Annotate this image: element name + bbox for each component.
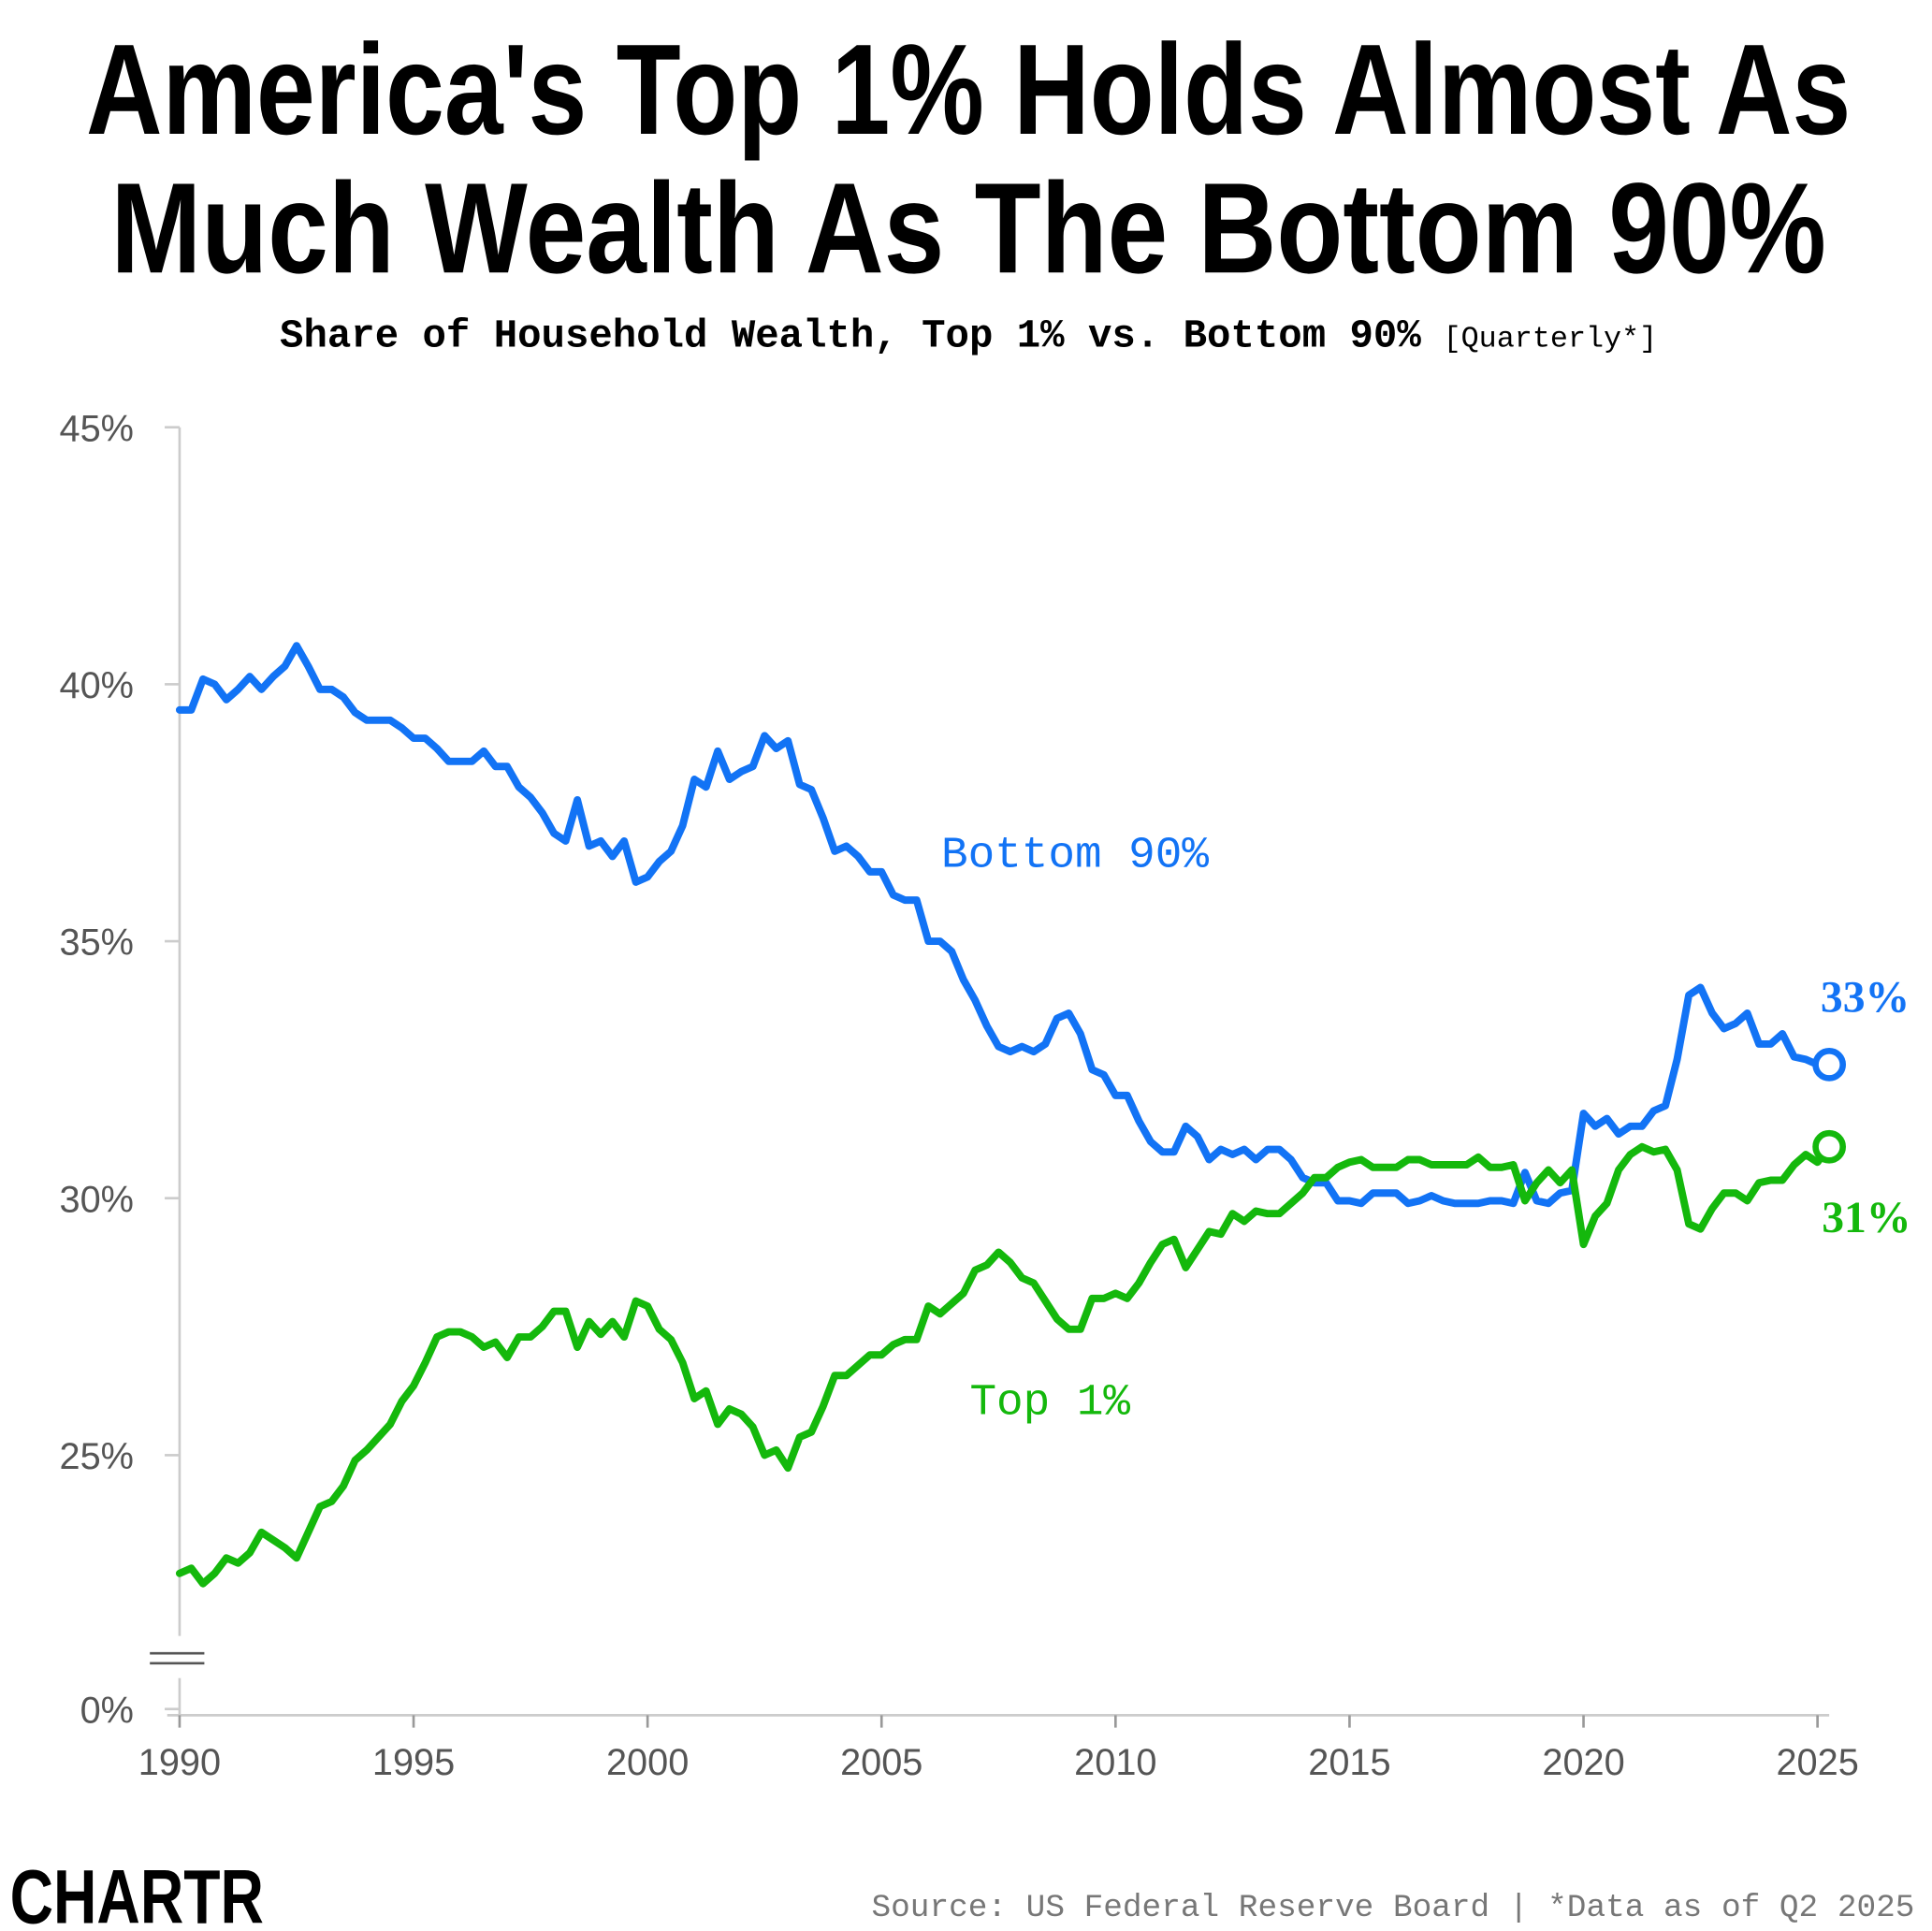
- end-marker: [1812, 1048, 1847, 1082]
- series-label: Top 1%: [969, 1378, 1130, 1429]
- subtitle-note: [Quarterly*]: [1444, 323, 1658, 356]
- end-value-label: 33%: [1821, 974, 1910, 1023]
- x-tick-label: 2005: [840, 1742, 922, 1783]
- x-tick-label: 2020: [1542, 1742, 1624, 1783]
- y-tick-label: 35%: [59, 922, 133, 964]
- x-tick-label: 1990: [138, 1742, 221, 1783]
- source-note: Source: US Federal Reserve Board | *Data…: [872, 1890, 1915, 1926]
- y-tick-label: 45%: [59, 408, 133, 449]
- x-tick-label: 2015: [1308, 1742, 1390, 1783]
- x-tick-label: 2010: [1074, 1742, 1156, 1783]
- end-value-label: 31%: [1822, 1194, 1910, 1242]
- series-line: [175, 1142, 1834, 1588]
- series-line: [175, 642, 1834, 1208]
- series-label: Bottom 90%: [941, 831, 1209, 881]
- chart-title-line: America's Top 1% Holds Almost As: [86, 18, 1851, 162]
- subtitle-text: Share of Household Wealth, Top 1% vs. Bo…: [280, 314, 1421, 359]
- x-tick-label: 1995: [372, 1742, 455, 1783]
- brand-logo: CHARTR: [10, 1855, 264, 1931]
- chart-title-line: Much Wealth As The Bottom 90%: [110, 156, 1825, 300]
- y-tick-label: 40%: [59, 665, 133, 706]
- y-tick-label: 30%: [59, 1179, 133, 1220]
- x-tick-label: 2000: [606, 1742, 689, 1783]
- end-marker: [1812, 1129, 1847, 1164]
- y-tick-label: 25%: [59, 1436, 133, 1477]
- y-tick-label: 0%: [80, 1690, 134, 1731]
- x-tick-label: 2025: [1776, 1742, 1858, 1783]
- chart-subtitle: Share of Household Wealth, Top 1% vs. Bo…: [280, 314, 1657, 359]
